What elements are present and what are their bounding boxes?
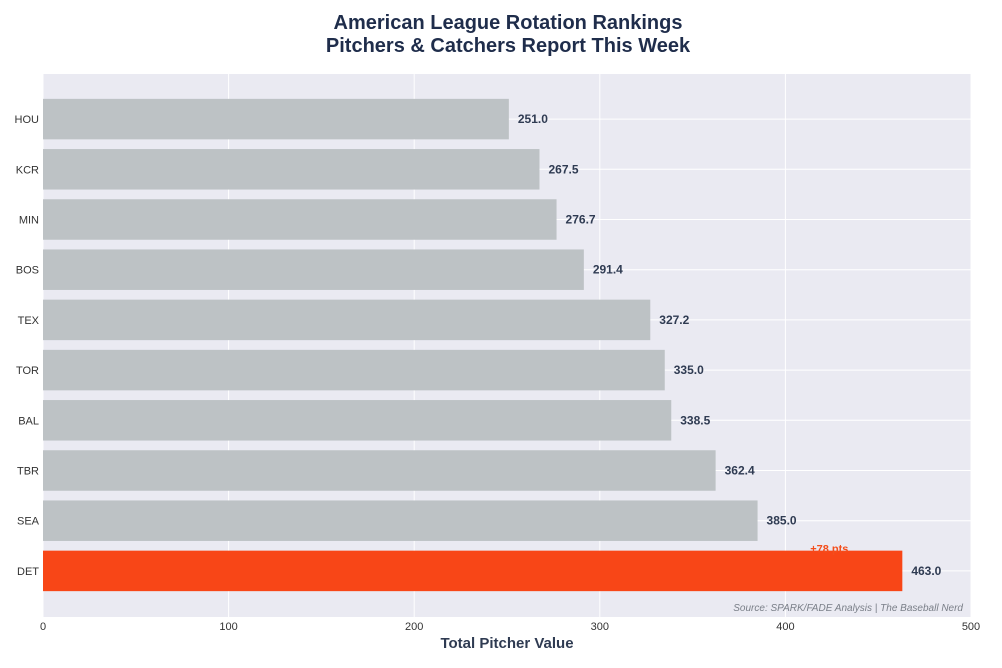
bar-tex bbox=[43, 299, 651, 341]
bar-tor bbox=[43, 349, 665, 391]
x-axis-ticks: 0 100 200 300 400 500 bbox=[40, 621, 980, 633]
value-label: 362.4 bbox=[725, 464, 755, 478]
value-label: 291.4 bbox=[593, 263, 623, 277]
bar-det bbox=[43, 550, 903, 592]
x-tick-label: 500 bbox=[962, 621, 980, 633]
bar-sea bbox=[43, 500, 758, 541]
chart-title: American League Rotation Rankings bbox=[334, 12, 683, 34]
bar-bal bbox=[43, 400, 672, 441]
y-axis-labels: HOU KCR MIN BOS TEX TOR BAL TBR SEA DET bbox=[15, 114, 40, 578]
value-labels: 251.0 267.5 276.7 291.4 327.2 335.0 338.5 362.4… bbox=[518, 112, 942, 578]
bar-tbr bbox=[43, 450, 716, 491]
value-label: 267.5 bbox=[548, 162, 578, 176]
y-tick-label: MIN bbox=[19, 215, 39, 227]
highlight-annotation: +78 pts bbox=[810, 544, 848, 556]
bar-min bbox=[43, 199, 557, 240]
value-label: 251.0 bbox=[518, 112, 548, 126]
value-label: 338.5 bbox=[680, 413, 710, 427]
x-tick-label: 300 bbox=[591, 621, 609, 633]
y-tick-label: BOS bbox=[16, 265, 39, 277]
x-tick-label: 100 bbox=[219, 621, 237, 633]
y-tick-label: SEA bbox=[17, 516, 40, 528]
y-tick-label: HOU bbox=[15, 114, 40, 126]
x-tick-label: 400 bbox=[776, 621, 794, 633]
bars bbox=[43, 98, 903, 592]
x-tick-label: 200 bbox=[405, 621, 423, 633]
y-tick-label: TBR bbox=[17, 466, 39, 478]
value-label: 327.2 bbox=[659, 313, 689, 327]
x-tick-label: 0 bbox=[40, 621, 46, 633]
source-note: Source: SPARK/FADE Analysis | The Baseba… bbox=[733, 603, 963, 614]
y-tick-label: KCR bbox=[16, 164, 39, 176]
y-tick-label: TOR bbox=[16, 365, 39, 377]
bar-hou bbox=[43, 98, 509, 140]
value-label: 335.0 bbox=[674, 363, 704, 377]
y-tick-label: TEX bbox=[18, 315, 40, 327]
bar-bos bbox=[43, 249, 584, 290]
chart-subtitle: Pitchers & Catchers Report This Week bbox=[326, 35, 691, 57]
y-tick-label: DET bbox=[17, 566, 39, 578]
value-label: 276.7 bbox=[566, 213, 596, 227]
bar-kcr bbox=[43, 149, 540, 190]
value-label: 463.0 bbox=[911, 564, 941, 578]
x-axis-label: Total Pitcher Value bbox=[440, 635, 573, 652]
value-label: 385.0 bbox=[767, 514, 797, 528]
y-tick-label: BAL bbox=[18, 415, 39, 427]
